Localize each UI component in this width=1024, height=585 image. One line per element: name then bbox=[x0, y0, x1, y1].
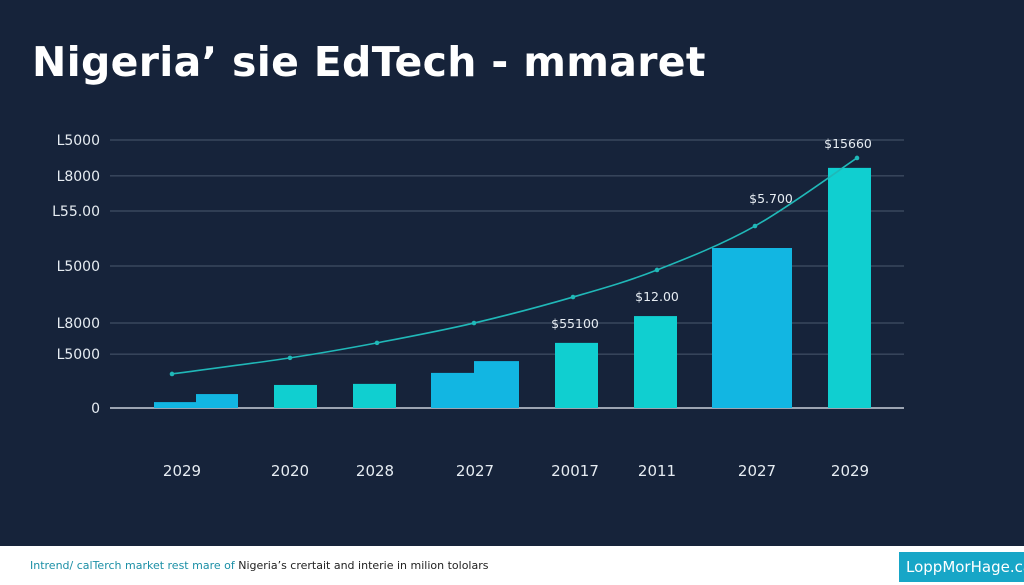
trend-point bbox=[854, 155, 860, 161]
chart-title: Nigeria’ sie EdTech - mmaret bbox=[32, 38, 706, 86]
bar bbox=[353, 383, 396, 408]
trend-point bbox=[654, 267, 660, 273]
x-tick-label: 2029 bbox=[831, 462, 869, 480]
trend-point bbox=[169, 371, 175, 377]
trend-point bbox=[471, 320, 477, 326]
trend-point bbox=[570, 294, 576, 300]
trend-point bbox=[374, 340, 380, 346]
x-tick-label: 2028 bbox=[356, 462, 394, 480]
chart: 0 L5000 L8000 L5000 L55.00 L8000 L5000 2029 2020… bbox=[52, 133, 904, 480]
y-tick-label: L5000 bbox=[57, 259, 100, 275]
y-tick-label: L55.00 bbox=[52, 204, 100, 220]
x-tick-label: 2011 bbox=[638, 462, 676, 480]
data-label: $55100 bbox=[551, 316, 599, 331]
bar bbox=[431, 372, 474, 408]
y-tick-label: 0 bbox=[91, 401, 100, 417]
x-tick-label: 2029 bbox=[163, 462, 201, 480]
caption: Intrend/ calTerch market rest mare of Ni… bbox=[30, 559, 488, 572]
trend-point bbox=[752, 223, 758, 229]
data-label: $5.700 bbox=[749, 191, 793, 206]
trend-point bbox=[287, 355, 293, 361]
bar bbox=[555, 342, 598, 408]
bar bbox=[634, 316, 677, 408]
bar bbox=[828, 167, 871, 408]
data-label: $15660 bbox=[824, 136, 872, 151]
bar bbox=[196, 394, 238, 408]
x-tick-label: 20017 bbox=[551, 462, 599, 480]
y-tick-label: L5000 bbox=[57, 347, 100, 363]
bar bbox=[154, 402, 196, 408]
x-tick-label: 2020 bbox=[271, 462, 309, 480]
x-tick-label: 2027 bbox=[738, 462, 776, 480]
caption-highlight: Intrend/ calTerch market rest mare of bbox=[30, 559, 235, 572]
footer: Intrend/ calTerch market rest mare of Ni… bbox=[0, 546, 1024, 585]
y-tick-label: L5000 bbox=[57, 133, 100, 149]
bar bbox=[274, 384, 317, 408]
bar bbox=[712, 248, 792, 408]
bar bbox=[474, 361, 519, 408]
data-label: $12.00 bbox=[635, 289, 679, 304]
brand-badge[interactable]: LoppMorHage.car bbox=[899, 552, 1024, 582]
y-tick-label: L8000 bbox=[57, 316, 100, 332]
caption-text: Nigeria’s crertait and interie in milion… bbox=[234, 559, 489, 572]
x-tick-label: 2027 bbox=[456, 462, 494, 480]
y-tick-label: L8000 bbox=[57, 169, 100, 185]
